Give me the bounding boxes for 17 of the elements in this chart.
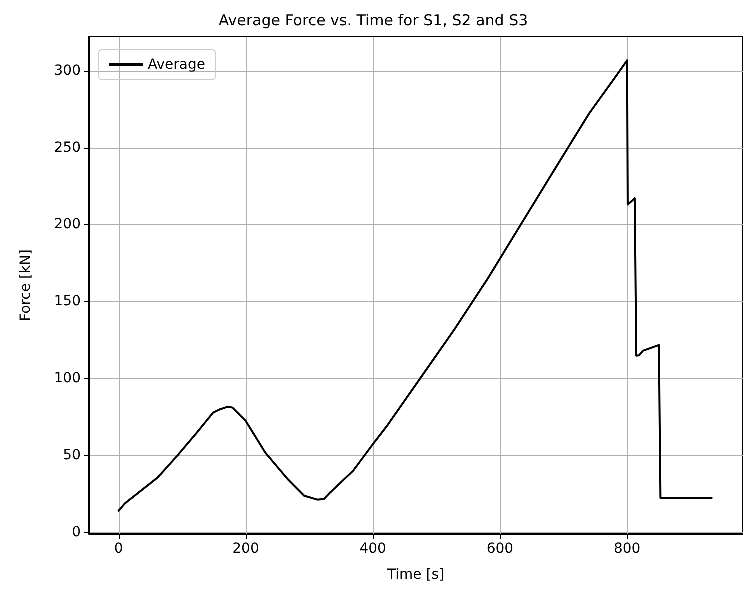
y-tick-label: 100	[54, 370, 81, 387]
x-tick-label: 800	[614, 541, 641, 557]
x-tick-label: 600	[486, 541, 514, 557]
y-tick-label: 250	[54, 140, 81, 156]
y-tick-label: 150	[54, 294, 81, 310]
y-tick-label: 50	[63, 448, 81, 464]
x-tick-label: 0	[114, 541, 124, 557]
y-tick-label: 0	[72, 524, 81, 540]
y-tick-label: 200	[54, 216, 81, 233]
line-series	[118, 60, 713, 512]
y-tick-label: 300	[54, 62, 81, 79]
x-axis-title: Time [s]	[386, 567, 444, 583]
y-axis-title: Force [kN]	[18, 250, 34, 322]
x-tick-label: 200	[232, 541, 260, 557]
chart-title: Average Force vs. Time for S1, S2 and S3	[218, 12, 528, 30]
x-tick-label: 400	[360, 541, 386, 557]
legend-label: Average	[148, 57, 206, 73]
